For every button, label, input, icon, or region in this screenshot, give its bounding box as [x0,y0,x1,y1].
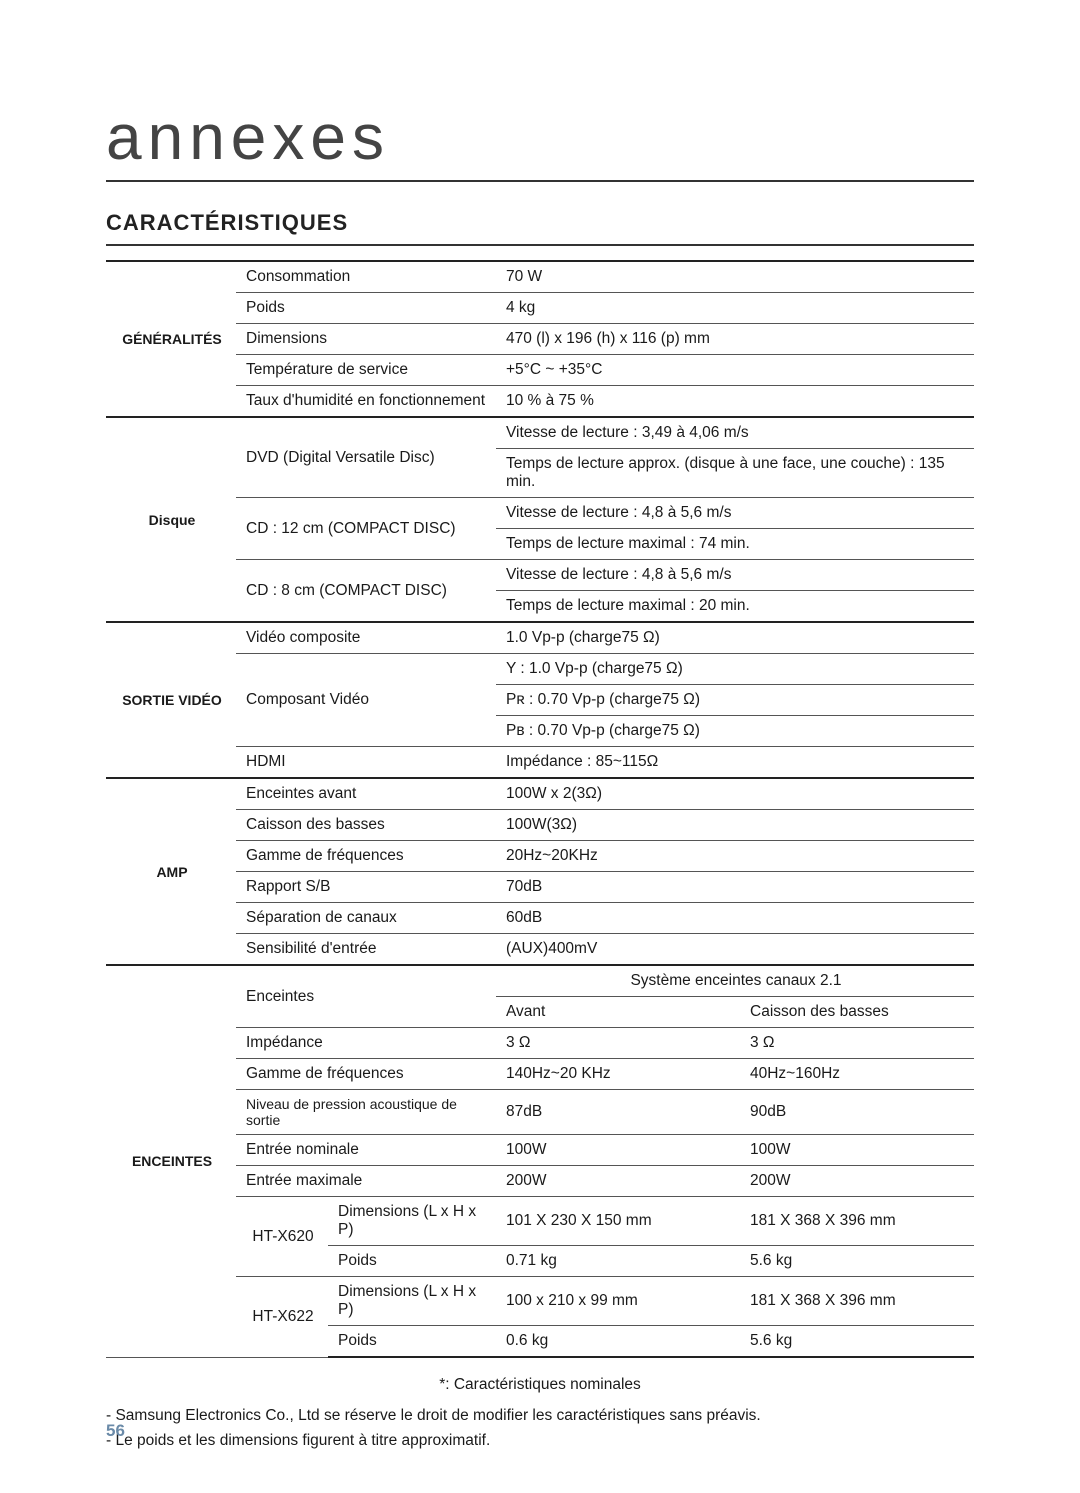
val-weight: 4 kg [496,293,974,324]
val-cd8-speed: Vitesse de lecture : 4,8 à 5,6 m/s [496,560,974,591]
param-amp-sub: Caisson des basses [236,810,496,841]
page-number: 56 [106,1421,125,1441]
param-m1-weight: Poids [328,1246,496,1277]
param-amp-sens: Sensibilité d'entrée [236,934,496,966]
param-spk-enc: Enceintes [236,965,496,1028]
val-dvd-time: Temps de lecture approx. (disque à une f… [496,449,974,498]
val-dvd-speed: Vitesse de lecture : 3,49 à 4,06 m/s [496,417,974,449]
param-hdmi: HDMI [236,747,496,779]
val-amp-sep: 60dB [496,903,974,934]
cat-video: SORTIE VIDÉO [106,622,236,778]
cat-amp: AMP [106,778,236,965]
val-spk-system: Système enceintes canaux 2.1 [496,965,974,997]
param-spk-spl: Niveau de pression acoustique de sortie [236,1090,496,1135]
param-m2-weight: Poids [328,1326,496,1358]
val-m2-w-sub: 5.6 kg [740,1326,974,1358]
val-nom-front: 100W [496,1135,740,1166]
param-m1-dim: Dimensions (L x H x P) [328,1197,496,1246]
val-comp-y: Y : 1.0 Vp-p (charge75 Ω) [496,654,974,685]
val-hdmi: Impédance : 85~115Ω [496,747,974,779]
footnote-1: - Samsung Electronics Co., Ltd se réserv… [106,1404,974,1427]
val-freq-front: 140Hz~20 KHz [496,1059,740,1090]
param-consumption: Consommation [236,261,496,293]
param-cd8: CD : 8 cm (COMPACT DISC) [236,560,496,623]
param-model1: HT-X620 [236,1197,328,1277]
cat-speakers: ENCEINTES [106,965,236,1357]
val-dimensions: 470 (l) x 196 (h) x 116 (p) mm [496,324,974,355]
param-amp-sn: Rapport S/B [236,872,496,903]
page-container: annexes CARACTÉRISTIQUES GÉNÉRALITÉS Con… [0,0,1080,1493]
val-freq-sub: 40Hz~160Hz [740,1059,974,1090]
col-sub: Caisson des basses [740,997,974,1028]
val-amp-freq: 20Hz~20KHz [496,841,974,872]
val-spl-front: 87dB [496,1090,740,1135]
param-amp-front: Enceintes avant [236,778,496,810]
val-humidity: 10 % à 75 % [496,386,974,418]
val-max-front: 200W [496,1166,740,1197]
param-amp-freq: Gamme de fréquences [236,841,496,872]
footnote-nominal: *: Caractéristiques nominales [106,1376,974,1394]
subtitle: CARACTÉRISTIQUES [106,210,974,236]
cat-disc: Disque [106,417,236,622]
val-max-sub: 200W [740,1166,974,1197]
val-m1-dim-sub: 181 X 368 X 396 mm [740,1197,974,1246]
val-nom-sub: 100W [740,1135,974,1166]
val-cd8-time: Temps de lecture maximal : 20 min. [496,591,974,623]
param-spk-freq: Gamme de fréquences [236,1059,496,1090]
val-imp-sub: 3 Ω [740,1028,974,1059]
val-amp-sub: 100W(3Ω) [496,810,974,841]
val-amp-front: 100W x 2(3Ω) [496,778,974,810]
subtitle-underline [106,244,974,246]
val-temp: +5°C ~ +35°C [496,355,974,386]
val-amp-sn: 70dB [496,872,974,903]
val-amp-sens: (AUX)400mV [496,934,974,966]
cat-general: GÉNÉRALITÉS [106,261,236,417]
param-component: Composant Vidéo [236,654,496,747]
param-temp: Température de service [236,355,496,386]
param-spk-max: Entrée maximale [236,1166,496,1197]
val-composite: 1.0 Vp-p (charge75 Ω) [496,622,974,654]
val-m1-w-front: 0.71 kg [496,1246,740,1277]
val-cd12-speed: Vitesse de lecture : 4,8 à 5,6 m/s [496,498,974,529]
param-weight: Poids [236,293,496,324]
footnote-2: - Le poids et les dimensions figurent à … [106,1429,974,1452]
param-model2: HT-X622 [236,1277,328,1358]
val-m1-w-sub: 5.6 kg [740,1246,974,1277]
spec-table: GÉNÉRALITÉS Consommation 70 W Poids 4 kg… [106,260,974,1358]
main-title: annexes [106,100,974,174]
val-comp-pr: Pʀ : 0.70 Vp-p (charge75 Ω) [496,685,974,716]
val-spl-sub: 90dB [740,1090,974,1135]
val-comp-pb: Pʙ : 0.70 Vp-p (charge75 Ω) [496,716,974,747]
val-m1-dim-front: 101 X 230 X 150 mm [496,1197,740,1246]
col-front: Avant [496,997,740,1028]
val-m2-dim-sub: 181 X 368 X 396 mm [740,1277,974,1326]
val-m2-w-front: 0.6 kg [496,1326,740,1358]
param-spk-nom: Entrée nominale [236,1135,496,1166]
title-underline [106,180,974,182]
param-spk-imp: Impédance [236,1028,496,1059]
param-composite: Vidéo composite [236,622,496,654]
val-imp-front: 3 Ω [496,1028,740,1059]
val-m2-dim-front: 100 x 210 x 99 mm [496,1277,740,1326]
param-dimensions: Dimensions [236,324,496,355]
param-humidity: Taux d'humidité en fonctionnement [236,386,496,418]
param-amp-sep: Séparation de canaux [236,903,496,934]
param-m2-dim: Dimensions (L x H x P) [328,1277,496,1326]
val-consumption: 70 W [496,261,974,293]
param-dvd: DVD (Digital Versatile Disc) [236,417,496,498]
param-cd12: CD : 12 cm (COMPACT DISC) [236,498,496,560]
val-cd12-time: Temps de lecture maximal : 74 min. [496,529,974,560]
